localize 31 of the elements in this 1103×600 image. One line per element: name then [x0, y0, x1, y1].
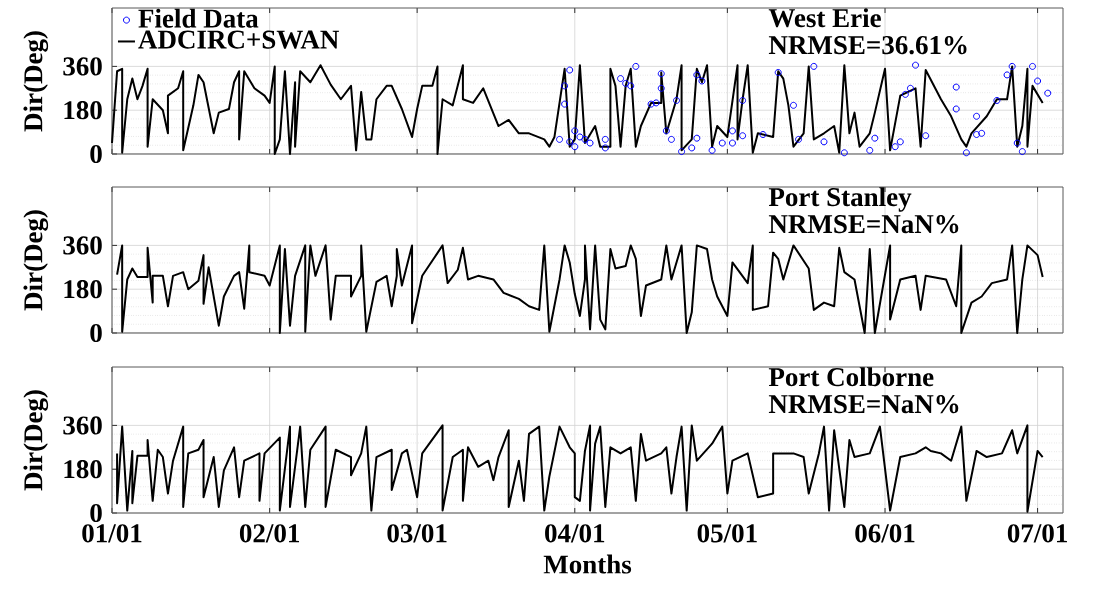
y-tick-label: 180 [64, 101, 102, 120]
annotation: NRMSE=NaN% [768, 214, 959, 234]
x-tick-label: 03/01 [387, 524, 447, 543]
y-tick-label: 180 [64, 460, 102, 479]
x-tick-label: 01/01 [82, 524, 142, 543]
annotation: NRMSE=NaN% [768, 394, 959, 414]
y-tick-label: 0 [90, 503, 102, 523]
y-axis-title: Dir(Deg) [23, 210, 49, 311]
x-tick-label: 07/01 [1007, 524, 1067, 543]
annotation: NRMSE=36.61% [768, 35, 967, 55]
legend-label: ADCIRC+SWAN [138, 30, 339, 49]
y-tick-label: 360 [63, 416, 102, 435]
x-tick-label: 02/01 [239, 524, 300, 543]
y-tick-label: 0 [90, 144, 102, 164]
y-tick-label: 360 [63, 236, 102, 255]
x-tick-label: 06/01 [855, 524, 915, 543]
annotation: Port Stanley [768, 187, 912, 212]
y-tick-label: 0 [90, 323, 102, 343]
y-axis-title: Dir(Deg) [23, 390, 49, 491]
legend-label: Field Data [138, 8, 259, 28]
line-series [111, 64, 1044, 155]
line-series [116, 424, 1044, 513]
y-tick-label: 180 [64, 280, 102, 299]
y-axis-title: Dir(Deg) [23, 31, 49, 132]
annotation: Port Colborne [768, 367, 934, 387]
x-tick-label: 05/01 [697, 524, 757, 543]
line-series [116, 244, 1044, 334]
x-tick-label: 04/01 [545, 524, 605, 543]
y-tick-label: 360 [63, 57, 102, 76]
annotation: West Erie [768, 8, 881, 28]
x-axis-title: Months [543, 554, 632, 574]
